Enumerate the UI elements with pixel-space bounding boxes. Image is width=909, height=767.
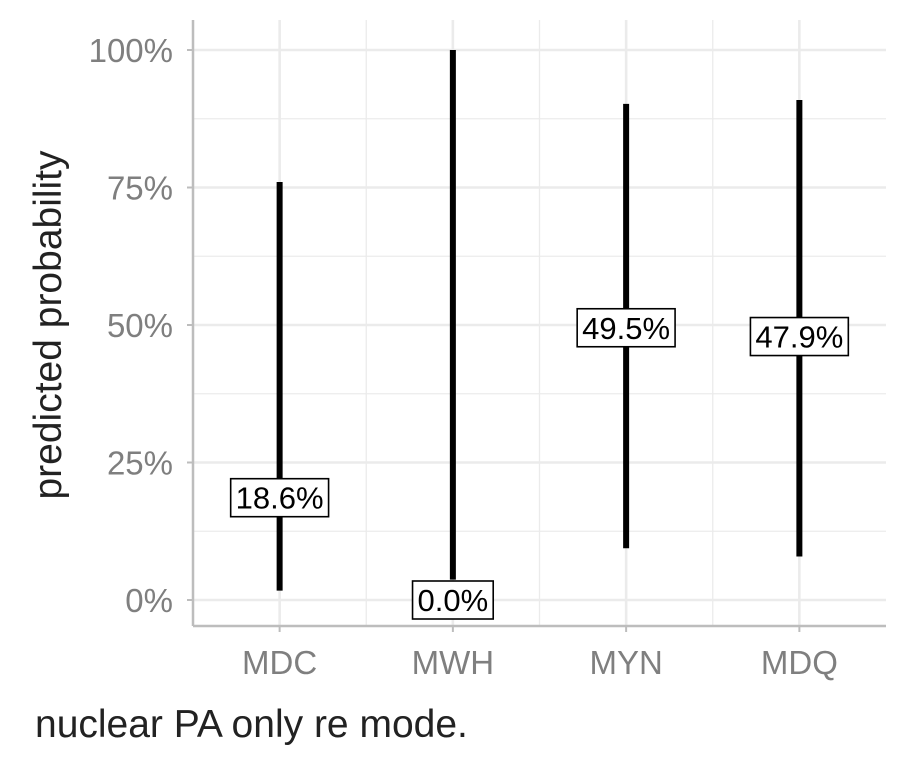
point-label-box — [229, 477, 330, 518]
x-tick-label: MWH — [412, 644, 494, 681]
axes — [187, 20, 886, 632]
point-label: 49.5% — [576, 307, 676, 348]
point-label-text: 18.6% — [236, 481, 324, 516]
y-tick-label: 50% — [107, 307, 173, 344]
point-label-text: 0.0% — [418, 583, 489, 618]
x-tick-label: MDC — [242, 644, 317, 681]
tick-labels: 0% 25% 50% 75% 100% MDC MWH MYN MDQ — [89, 32, 838, 681]
y-tick-label: 0% — [125, 582, 173, 619]
point-label-text: 47.9% — [755, 320, 843, 355]
point-label-text: 49.5% — [582, 311, 670, 346]
point-label: 0.0% — [411, 580, 495, 620]
point-label-box — [411, 580, 495, 620]
x-tick-label: MYN — [589, 644, 662, 681]
point-labels: 18.6% 0.0% 49.5% 47.9% — [229, 307, 850, 620]
y-axis-title: predicted probability — [27, 150, 70, 500]
point-label: 47.9% — [749, 316, 850, 357]
point-label: 18.6% — [229, 477, 330, 518]
point-label-box — [576, 307, 676, 348]
y-tick-label: 75% — [107, 170, 173, 207]
y-tick-label: 100% — [89, 32, 173, 69]
x-tick-label: MDQ — [761, 644, 838, 681]
y-tick-label: 25% — [107, 445, 173, 482]
point-label-box — [749, 316, 850, 357]
x-axis-title: nuclear PA only re mode. — [35, 703, 468, 746]
